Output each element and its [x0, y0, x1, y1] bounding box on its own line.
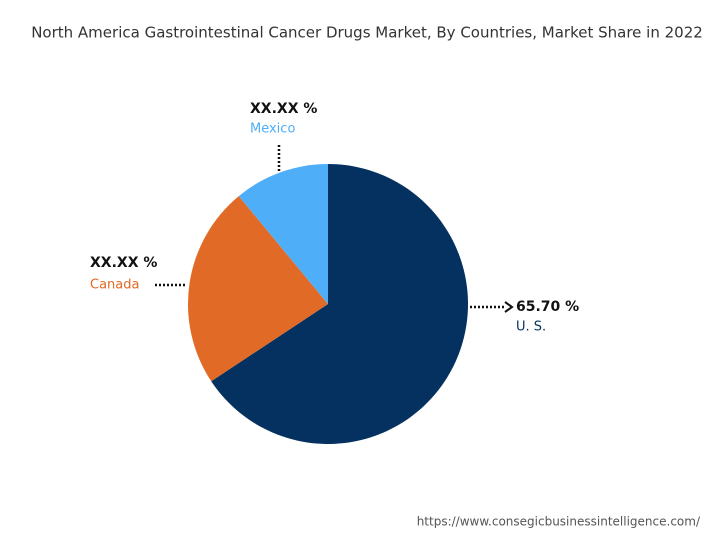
value-label: XX.XX % [250, 101, 317, 117]
value-label: XX.XX % [90, 255, 157, 271]
leader-arrow [504, 301, 514, 313]
value-label: 65.70 % [516, 299, 579, 315]
source: https://www.consegicbusinessintelligence… [417, 515, 701, 529]
category-label: Canada [90, 278, 139, 293]
pie-slice [187, 196, 328, 382]
category-label: U. S. [516, 320, 546, 335]
chart-title: North America Gastrointestinal Cancer Dr… [31, 24, 703, 42]
pie-slice [211, 164, 469, 444]
category-label: Mexico [250, 122, 295, 137]
pie-slice [238, 164, 328, 304]
